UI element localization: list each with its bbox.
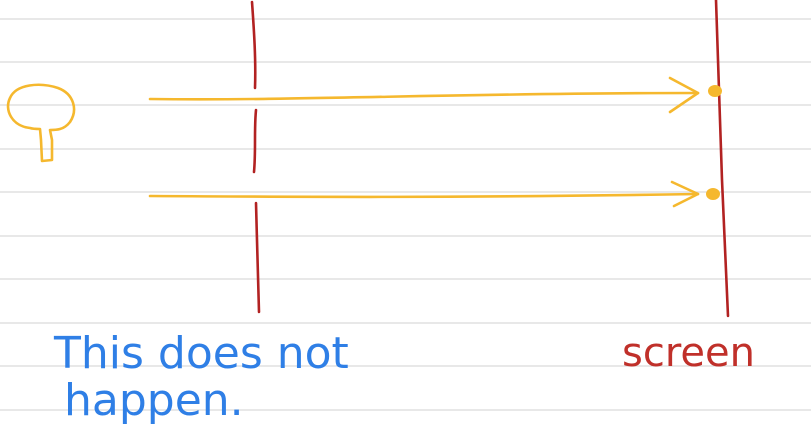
screen-line xyxy=(714,0,730,318)
ruled-lines xyxy=(0,18,811,411)
barrier-segment xyxy=(252,108,258,174)
screen-label: screen xyxy=(622,330,755,376)
barrier-segment xyxy=(254,201,261,314)
ray-bottom-arrowhead xyxy=(670,180,700,208)
impact-dot xyxy=(706,188,720,200)
light-source-icon xyxy=(6,83,76,163)
impact-dots xyxy=(706,85,722,200)
barrier-segment xyxy=(250,0,257,90)
annotation-line-2: happen. xyxy=(64,375,244,426)
ray-top-arrowhead xyxy=(668,76,700,114)
ray-top xyxy=(148,91,700,101)
impact-dot xyxy=(708,85,722,97)
barrier xyxy=(250,0,261,314)
annotation-line-1: This does not xyxy=(53,328,349,379)
light-rays xyxy=(148,76,700,208)
ray-bottom xyxy=(148,192,700,199)
